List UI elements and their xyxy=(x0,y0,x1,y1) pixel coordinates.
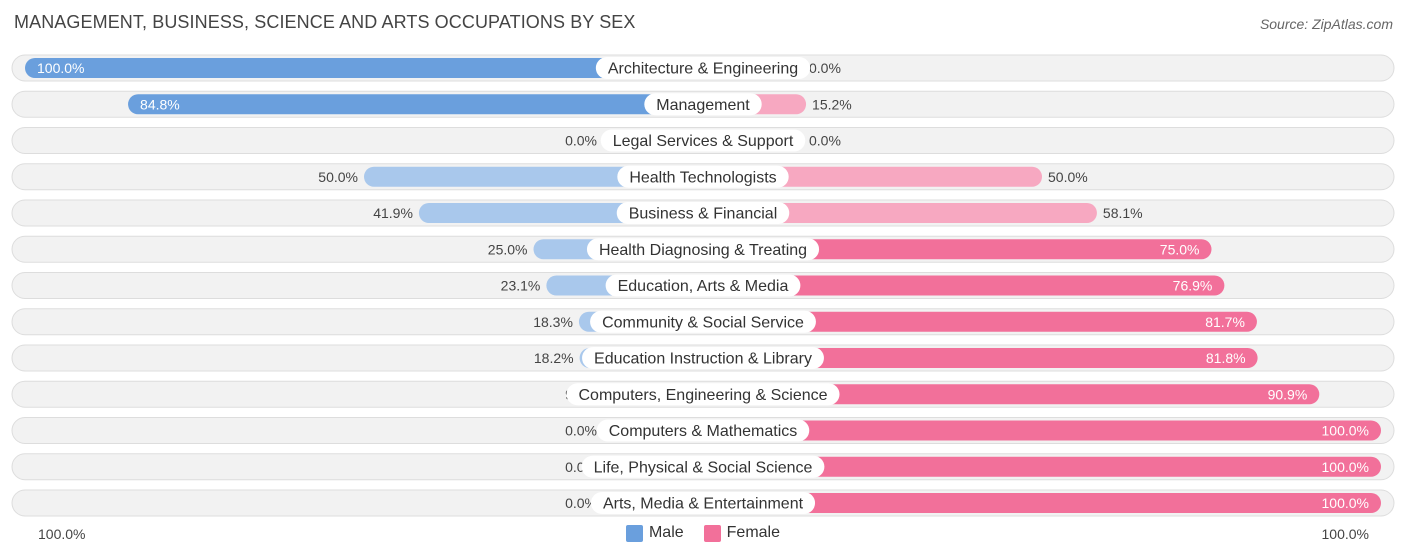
value-label-female: 100.0% xyxy=(1322,423,1369,439)
value-label-male: 100.0% xyxy=(37,60,84,76)
bar-female xyxy=(703,203,1097,223)
category-label: Computers, Engineering & Science xyxy=(578,387,827,404)
value-label-female: 0.0% xyxy=(809,133,841,149)
bar-female xyxy=(703,275,1225,296)
category-label: Architecture & Engineering xyxy=(608,61,798,78)
legend-swatch-female xyxy=(703,524,721,542)
legend-item-male[interactable]: Male xyxy=(625,524,684,542)
value-label-male: 25.0% xyxy=(488,241,528,257)
bar-female xyxy=(703,239,1212,260)
value-label-female: 15.2% xyxy=(812,96,852,112)
legend-label-female: Female xyxy=(726,524,781,541)
category-label-bg xyxy=(605,274,801,297)
chart-title: MANAGEMENT, BUSINESS, SCIENCE AND ARTS O… xyxy=(14,12,636,32)
value-label-male: 50.0% xyxy=(318,169,358,185)
chart-row: 18.2% 81.8% Education Instruction & Librar… xyxy=(11,344,1395,372)
value-label-male: 84.8% xyxy=(140,96,180,112)
chart-row: 84.8% 15.2% Management xyxy=(11,90,1395,118)
value-label-female: 90.9% xyxy=(1268,386,1308,402)
chart-row: 9.1%90.9%Computers, Engineering & Scienc… xyxy=(11,380,1395,408)
legend-item-female[interactable]: Female xyxy=(703,524,781,542)
value-label-male: 18.2% xyxy=(534,350,574,366)
category-label: Arts, Media & Entertainment xyxy=(603,496,804,513)
bar-female xyxy=(703,384,1320,405)
value-label-female: 100.0% xyxy=(1322,495,1369,511)
value-label-female: 81.7% xyxy=(1205,314,1245,330)
value-label-female: 50.0% xyxy=(1048,169,1088,185)
chart-row: 0.0% 100.0%Life, Physical & Social Scienc… xyxy=(11,453,1395,481)
category-label: Computers & Mathematics xyxy=(609,423,798,440)
value-label-female: 58.1% xyxy=(1103,205,1143,221)
category-label-bg xyxy=(595,57,811,79)
chart-legend: Male Female xyxy=(0,524,1406,542)
category-label-bg xyxy=(590,492,816,514)
value-label-male: 0.0% xyxy=(565,423,597,439)
value-label-male: 41.9% xyxy=(373,205,413,221)
value-label-female: 81.8% xyxy=(1206,350,1246,366)
legend-swatch-male xyxy=(625,524,643,542)
axis-left-label: 100.0% xyxy=(38,526,86,542)
category-label-bg xyxy=(586,238,820,261)
bar-female xyxy=(703,166,1042,187)
value-label-male: 0.0% xyxy=(565,133,597,149)
category-label-bg xyxy=(617,165,789,188)
category-label: Legal Services & Support xyxy=(613,133,794,150)
bar-female xyxy=(703,420,1381,441)
category-label: Education, Arts & Media xyxy=(618,278,789,295)
category-label: Health Technologists xyxy=(629,169,776,186)
value-label-female: 100.0% xyxy=(1322,459,1369,475)
chart-row: 41.9% 58.1% Business & Financial xyxy=(11,199,1395,227)
value-label-male: 0.0% xyxy=(565,495,597,511)
chart-row: 0.0% 0.0% Legal Services & Support xyxy=(11,127,1395,154)
chart-source: Source: ZipAtlas.com xyxy=(1259,16,1393,32)
bar-male xyxy=(25,58,703,78)
bar-female xyxy=(703,311,1257,332)
category-label: Management xyxy=(656,97,750,114)
bar-female xyxy=(703,493,1381,513)
category-label-bg xyxy=(582,347,824,369)
chart-row: 18.3% 81.7% Community & Social Service xyxy=(11,308,1395,336)
chart-row: 0.0% 100.0% Computers & Mathematics xyxy=(11,417,1395,444)
value-label-female: 0.0% xyxy=(809,60,841,76)
legend-label-male: Male xyxy=(648,524,684,541)
value-label-female: 75.0% xyxy=(1160,241,1200,257)
category-label-bg xyxy=(596,419,810,442)
category-label-bg xyxy=(600,129,806,152)
category-label: Life, Physical & Social Science xyxy=(594,459,813,476)
category-label-bg xyxy=(616,202,790,224)
bar-female xyxy=(703,348,1258,368)
value-label-male: 23.1% xyxy=(501,278,541,294)
category-label-bg xyxy=(590,310,816,333)
chart-row: 25.0% 75.0% Health Diagnosing & Treating xyxy=(11,235,1395,263)
category-label-bg xyxy=(581,455,825,478)
category-label: Health Diagnosing & Treating xyxy=(599,242,807,259)
chart-row: 50.0% 50.0% Health Technologists xyxy=(11,163,1395,191)
category-label: Business & Financial xyxy=(629,206,778,223)
bar-female xyxy=(703,456,1381,477)
chart-row: 23.1% 76.9% Education, Arts & Media xyxy=(11,272,1395,299)
chart-row: 0.0% 100.0% Arts, Media & Entertainment xyxy=(11,489,1395,517)
value-label-male: 18.3% xyxy=(533,314,573,330)
chart-row: 100.0% 0.0% Architecture & Engineering xyxy=(11,54,1395,82)
category-label-bg xyxy=(644,93,762,116)
category-label: Community & Social Service xyxy=(602,314,804,331)
axis-right-label: 100.0% xyxy=(1321,526,1369,542)
value-label-female: 76.9% xyxy=(1173,278,1213,294)
category-label: Education Instruction & Library xyxy=(594,351,812,368)
bar-male xyxy=(128,94,703,115)
bar-male xyxy=(364,166,703,187)
category-label-bg xyxy=(566,383,840,406)
